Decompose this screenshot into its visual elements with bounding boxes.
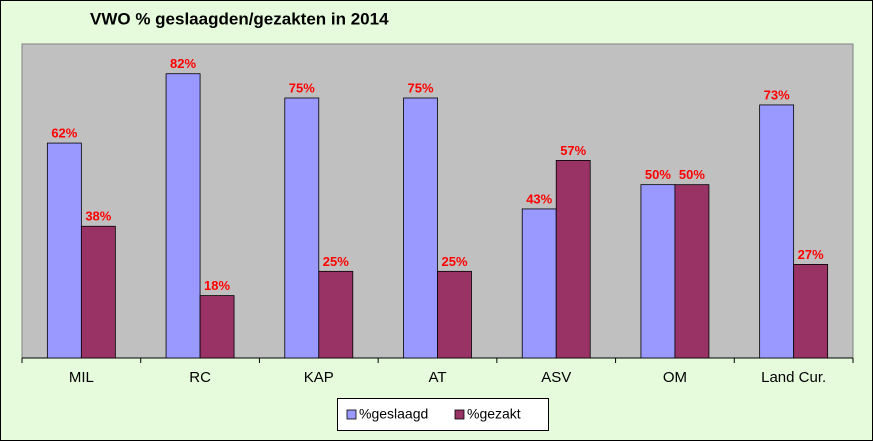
x-tick-label: Land Cur. (761, 369, 826, 386)
legend-swatch (346, 409, 357, 420)
bar (793, 263, 829, 359)
data-label: 75% (289, 80, 315, 95)
bar (759, 104, 795, 359)
data-label: 27% (798, 247, 824, 262)
bar (403, 97, 438, 359)
data-label: 50% (645, 167, 671, 182)
data-label: 43% (526, 191, 552, 206)
bar (318, 270, 354, 359)
bar (521, 208, 557, 359)
data-label: 25% (441, 254, 467, 269)
chart-title: VWO % geslaagden/gezakten in 2014 (90, 9, 389, 28)
bar (284, 97, 320, 359)
legend (337, 398, 549, 431)
data-label: 18% (204, 278, 230, 293)
x-tick-label: MIL (69, 369, 94, 386)
data-label: 75% (407, 80, 433, 95)
legend-label: %geslaagd (359, 406, 428, 422)
bar (555, 159, 591, 359)
bar (46, 142, 82, 359)
bar (674, 184, 710, 359)
bar (80, 225, 116, 359)
legend-swatch (454, 409, 465, 420)
x-tick-label: AT (428, 369, 446, 386)
bar (165, 73, 201, 359)
data-label: 82% (170, 56, 196, 71)
bar (640, 184, 676, 359)
data-label: 62% (51, 126, 77, 141)
data-label: 57% (560, 143, 586, 158)
legend-label: %gezakt (467, 406, 521, 422)
x-tick-label: OM (663, 369, 687, 386)
bar (199, 295, 235, 359)
x-tick-label: KAP (304, 369, 334, 386)
data-label: 25% (323, 254, 349, 269)
data-label: 73% (764, 87, 790, 102)
x-tick-label: ASV (541, 369, 571, 386)
data-label: 50% (679, 167, 705, 182)
x-tick-label: RC (189, 369, 211, 386)
data-label: 38% (85, 209, 111, 224)
bar (437, 270, 472, 359)
